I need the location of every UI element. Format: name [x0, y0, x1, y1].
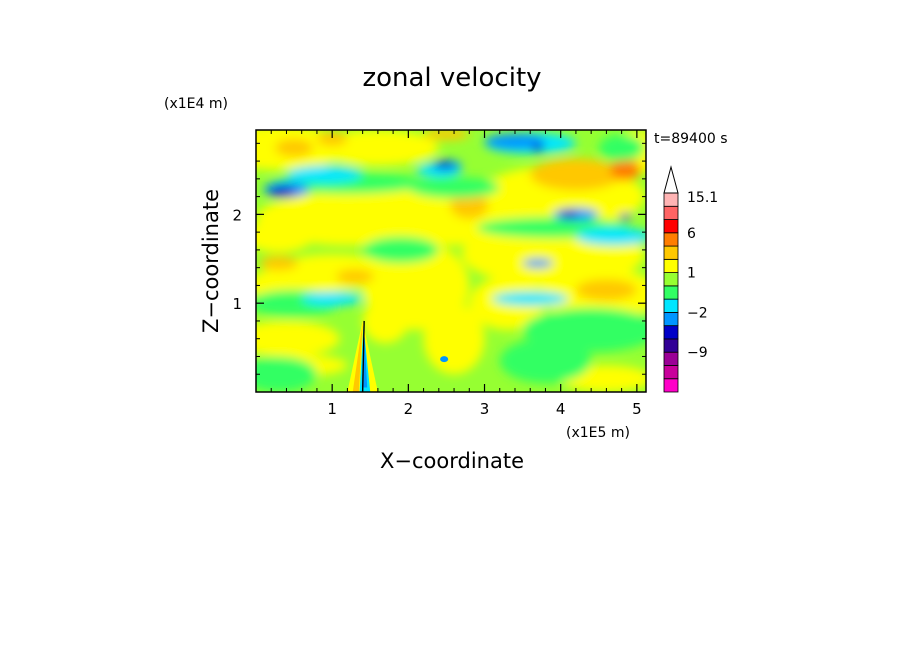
x-tick-label: 2: [404, 400, 414, 418]
contour-blob: [335, 269, 375, 284]
x-tick-label: 1: [327, 400, 337, 418]
time-label: t=89400 s: [654, 131, 728, 147]
colorbar-label: 6: [687, 226, 696, 242]
contour-blob: [598, 134, 645, 162]
contour-blob: [450, 192, 489, 219]
contour-blobs: [256, 130, 646, 392]
contour-blob: [522, 258, 554, 268]
x-axis-label: X−coordinate: [380, 449, 524, 473]
y-axis-ticks: 12: [232, 142, 646, 375]
contour-blob: [437, 161, 453, 169]
contour-blob: [256, 320, 340, 357]
colorbar-label: 15.1: [687, 190, 718, 206]
contour-blob: [286, 165, 363, 184]
colorbar-swatch: [663, 232, 679, 247]
contour-blob: [610, 159, 641, 181]
x-tick-label: 5: [632, 400, 642, 418]
colorbar-label: −9: [687, 345, 708, 361]
x-axis-ticks: 1 2 3 4 5: [270, 130, 642, 418]
contour-blob: [492, 291, 569, 306]
colorbar-swatch: [663, 378, 679, 393]
contour-blob: [484, 133, 546, 150]
contour-blob: [362, 236, 439, 264]
contour-blob: [256, 220, 314, 253]
contour-blob: [619, 213, 632, 221]
contour-blob: [575, 227, 646, 246]
contour-blob: [575, 279, 637, 301]
plume-line: [361, 320, 365, 392]
contour-blob: [532, 143, 544, 153]
contour-blob: [316, 131, 348, 146]
colorbar-swatch: [663, 285, 679, 300]
contour-blob: [559, 209, 578, 219]
small-blue-spot: [440, 356, 449, 363]
colorbar-swatch: [663, 205, 679, 220]
x-unit-label: (x1E5 m): [566, 425, 630, 441]
colorbar-swatch: [663, 311, 679, 327]
colorbar-swatch: [663, 258, 679, 274]
y-tick-label: 2: [232, 206, 242, 224]
contour-blob: [362, 298, 409, 344]
contour-blob: [301, 291, 363, 306]
contour-blob: [275, 138, 314, 157]
contour-field: [256, 130, 646, 392]
colorbar-swatch: [663, 245, 679, 260]
colorbar-swatch: [663, 325, 679, 340]
colorbar-label: 1: [687, 266, 696, 282]
y-axis-label: Z−coordinate: [199, 189, 223, 333]
contour-blob: [256, 356, 317, 392]
plume-orange: [352, 322, 363, 392]
y-tick-label: 1: [232, 295, 242, 313]
x-tick-label: 4: [556, 400, 566, 418]
colorbar: 15.1 6 1 −2 −9: [663, 165, 718, 393]
contour-blob: [499, 338, 592, 384]
colorbar-arrow: [663, 165, 679, 194]
colorbar-swatch: [663, 365, 679, 380]
colorbar-label: −2: [687, 305, 708, 321]
contour-blob: [423, 130, 470, 140]
contour-sharp-features: [347, 320, 449, 392]
contour-blob: [423, 303, 485, 375]
chart-title: zonal velocity: [362, 63, 541, 93]
plot-frame: [255, 129, 647, 393]
x-tick-label: 3: [480, 400, 490, 418]
colorbar-swatch: [663, 351, 679, 366]
contour-blob: [408, 177, 500, 199]
colorbar-swatch: [663, 219, 679, 234]
colorbar-swatch: [663, 338, 679, 353]
contour-blob: [530, 158, 622, 191]
contour-blob: [268, 186, 297, 198]
colorbar-swatch: [663, 272, 679, 287]
colorbar-swatch: [663, 192, 679, 207]
contour-blob: [259, 256, 298, 271]
colorbar-swatch: [663, 298, 679, 313]
y-unit-label: (x1E4 m): [164, 96, 228, 112]
